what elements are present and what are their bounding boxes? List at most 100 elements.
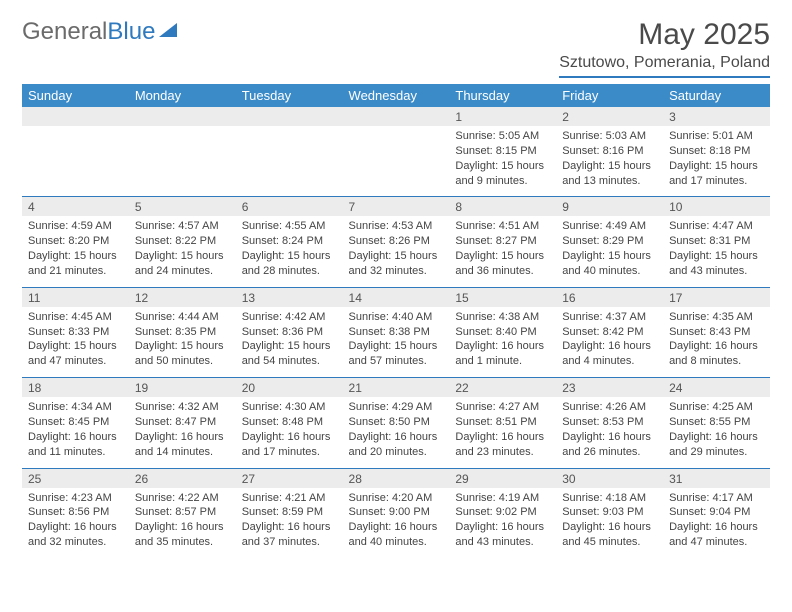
day-number-cell: 30 xyxy=(556,469,663,488)
day-number-cell: 28 xyxy=(343,469,450,488)
sunset-text: Sunset: 8:56 PM xyxy=(28,505,123,520)
day-detail-cell: Sunrise: 4:23 AMSunset: 8:56 PMDaylight:… xyxy=(22,488,129,558)
day-number-cell: 7 xyxy=(343,197,450,216)
day-number-cell: 20 xyxy=(236,378,343,397)
header: GeneralBlue May 2025 Sztutowo, Pomerania… xyxy=(22,18,770,78)
sunset-text: Sunset: 8:50 PM xyxy=(349,415,444,430)
sunrise-text: Sunrise: 5:05 AM xyxy=(455,129,550,144)
daylight-text: Daylight: 16 hours and 43 minutes. xyxy=(455,520,550,550)
daylight-text: Daylight: 15 hours and 13 minutes. xyxy=(562,159,657,189)
day-detail-cell xyxy=(129,126,236,197)
sunset-text: Sunset: 8:27 PM xyxy=(455,234,550,249)
daylight-text: Daylight: 16 hours and 32 minutes. xyxy=(28,520,123,550)
day-detail-cell xyxy=(236,126,343,197)
sunrise-text: Sunrise: 5:03 AM xyxy=(562,129,657,144)
daylight-text: Daylight: 16 hours and 37 minutes. xyxy=(242,520,337,550)
day-detail-cell: Sunrise: 4:34 AMSunset: 8:45 PMDaylight:… xyxy=(22,397,129,468)
daynum-row: 25262728293031 xyxy=(22,469,770,488)
sunset-text: Sunset: 9:04 PM xyxy=(669,505,764,520)
day-number-cell: 1 xyxy=(449,107,556,126)
sunrise-text: Sunrise: 4:53 AM xyxy=(349,219,444,234)
day-number-cell: 9 xyxy=(556,197,663,216)
sunset-text: Sunset: 8:35 PM xyxy=(135,325,230,340)
day-detail-cell: Sunrise: 4:19 AMSunset: 9:02 PMDaylight:… xyxy=(449,488,556,558)
day-detail-cell: Sunrise: 4:37 AMSunset: 8:42 PMDaylight:… xyxy=(556,307,663,378)
day-number-cell: 4 xyxy=(22,197,129,216)
day-number-cell xyxy=(343,107,450,126)
month-title: May 2025 xyxy=(559,18,770,52)
daylight-text: Daylight: 16 hours and 26 minutes. xyxy=(562,430,657,460)
sunset-text: Sunset: 8:16 PM xyxy=(562,144,657,159)
day-detail-cell: Sunrise: 5:03 AMSunset: 8:16 PMDaylight:… xyxy=(556,126,663,197)
day-detail-cell: Sunrise: 4:20 AMSunset: 9:00 PMDaylight:… xyxy=(343,488,450,558)
detail-row: Sunrise: 4:45 AMSunset: 8:33 PMDaylight:… xyxy=(22,307,770,378)
day-number-cell: 21 xyxy=(343,378,450,397)
daylight-text: Daylight: 16 hours and 1 minute. xyxy=(455,339,550,369)
sunset-text: Sunset: 8:48 PM xyxy=(242,415,337,430)
sunrise-text: Sunrise: 4:47 AM xyxy=(669,219,764,234)
day-detail-cell: Sunrise: 4:45 AMSunset: 8:33 PMDaylight:… xyxy=(22,307,129,378)
day-detail-cell: Sunrise: 4:26 AMSunset: 8:53 PMDaylight:… xyxy=(556,397,663,468)
day-number-cell: 3 xyxy=(663,107,770,126)
day-detail-cell: Sunrise: 5:01 AMSunset: 8:18 PMDaylight:… xyxy=(663,126,770,197)
sunset-text: Sunset: 8:36 PM xyxy=(242,325,337,340)
sunset-text: Sunset: 8:42 PM xyxy=(562,325,657,340)
day-detail-cell: Sunrise: 4:59 AMSunset: 8:20 PMDaylight:… xyxy=(22,216,129,287)
day-detail-cell: Sunrise: 4:55 AMSunset: 8:24 PMDaylight:… xyxy=(236,216,343,287)
sunrise-text: Sunrise: 4:22 AM xyxy=(135,491,230,506)
day-number-cell: 22 xyxy=(449,378,556,397)
sunrise-text: Sunrise: 4:29 AM xyxy=(349,400,444,415)
daylight-text: Daylight: 15 hours and 47 minutes. xyxy=(28,339,123,369)
sunrise-text: Sunrise: 4:32 AM xyxy=(135,400,230,415)
day-number-cell: 14 xyxy=(343,288,450,307)
day-detail-cell: Sunrise: 4:32 AMSunset: 8:47 PMDaylight:… xyxy=(129,397,236,468)
day-number-cell: 8 xyxy=(449,197,556,216)
day-number-cell: 24 xyxy=(663,378,770,397)
daylight-text: Daylight: 16 hours and 35 minutes. xyxy=(135,520,230,550)
day-number-cell: 11 xyxy=(22,288,129,307)
sunset-text: Sunset: 8:57 PM xyxy=(135,505,230,520)
sunset-text: Sunset: 8:33 PM xyxy=(28,325,123,340)
daylight-text: Daylight: 15 hours and 57 minutes. xyxy=(349,339,444,369)
daylight-text: Daylight: 16 hours and 45 minutes. xyxy=(562,520,657,550)
sunset-text: Sunset: 9:00 PM xyxy=(349,505,444,520)
day-detail-cell: Sunrise: 4:53 AMSunset: 8:26 PMDaylight:… xyxy=(343,216,450,287)
day-detail-cell: Sunrise: 4:35 AMSunset: 8:43 PMDaylight:… xyxy=(663,307,770,378)
daynum-row: 45678910 xyxy=(22,197,770,216)
daylight-text: Daylight: 16 hours and 11 minutes. xyxy=(28,430,123,460)
day-detail-cell: Sunrise: 4:22 AMSunset: 8:57 PMDaylight:… xyxy=(129,488,236,558)
daylight-text: Daylight: 16 hours and 47 minutes. xyxy=(669,520,764,550)
sunset-text: Sunset: 8:53 PM xyxy=(562,415,657,430)
daylight-text: Daylight: 16 hours and 4 minutes. xyxy=(562,339,657,369)
day-number-cell xyxy=(129,107,236,126)
daylight-text: Daylight: 16 hours and 8 minutes. xyxy=(669,339,764,369)
sunset-text: Sunset: 8:59 PM xyxy=(242,505,337,520)
day-detail-cell: Sunrise: 4:30 AMSunset: 8:48 PMDaylight:… xyxy=(236,397,343,468)
sunrise-text: Sunrise: 4:37 AM xyxy=(562,310,657,325)
brand-part1: General xyxy=(22,18,107,45)
day-number-cell: 26 xyxy=(129,469,236,488)
detail-row: Sunrise: 4:23 AMSunset: 8:56 PMDaylight:… xyxy=(22,488,770,558)
sunrise-text: Sunrise: 4:26 AM xyxy=(562,400,657,415)
daylight-text: Daylight: 15 hours and 54 minutes. xyxy=(242,339,337,369)
day-detail-cell: Sunrise: 4:25 AMSunset: 8:55 PMDaylight:… xyxy=(663,397,770,468)
day-detail-cell: Sunrise: 4:47 AMSunset: 8:31 PMDaylight:… xyxy=(663,216,770,287)
sunrise-text: Sunrise: 5:01 AM xyxy=(669,129,764,144)
day-number-cell: 15 xyxy=(449,288,556,307)
day-detail-cell: Sunrise: 4:57 AMSunset: 8:22 PMDaylight:… xyxy=(129,216,236,287)
day-detail-cell: Sunrise: 4:21 AMSunset: 8:59 PMDaylight:… xyxy=(236,488,343,558)
sunrise-text: Sunrise: 4:49 AM xyxy=(562,219,657,234)
dow-friday: Friday xyxy=(556,84,663,107)
daylight-text: Daylight: 15 hours and 36 minutes. xyxy=(455,249,550,279)
sunrise-text: Sunrise: 4:42 AM xyxy=(242,310,337,325)
day-detail-cell: Sunrise: 4:17 AMSunset: 9:04 PMDaylight:… xyxy=(663,488,770,558)
sunset-text: Sunset: 9:03 PM xyxy=(562,505,657,520)
daylight-text: Daylight: 16 hours and 40 minutes. xyxy=(349,520,444,550)
day-number-cell: 12 xyxy=(129,288,236,307)
sunrise-text: Sunrise: 4:25 AM xyxy=(669,400,764,415)
day-detail-cell: Sunrise: 4:42 AMSunset: 8:36 PMDaylight:… xyxy=(236,307,343,378)
sunrise-text: Sunrise: 4:34 AM xyxy=(28,400,123,415)
day-number-cell: 19 xyxy=(129,378,236,397)
brand-name: GeneralBlue xyxy=(22,18,155,46)
day-number-cell: 6 xyxy=(236,197,343,216)
